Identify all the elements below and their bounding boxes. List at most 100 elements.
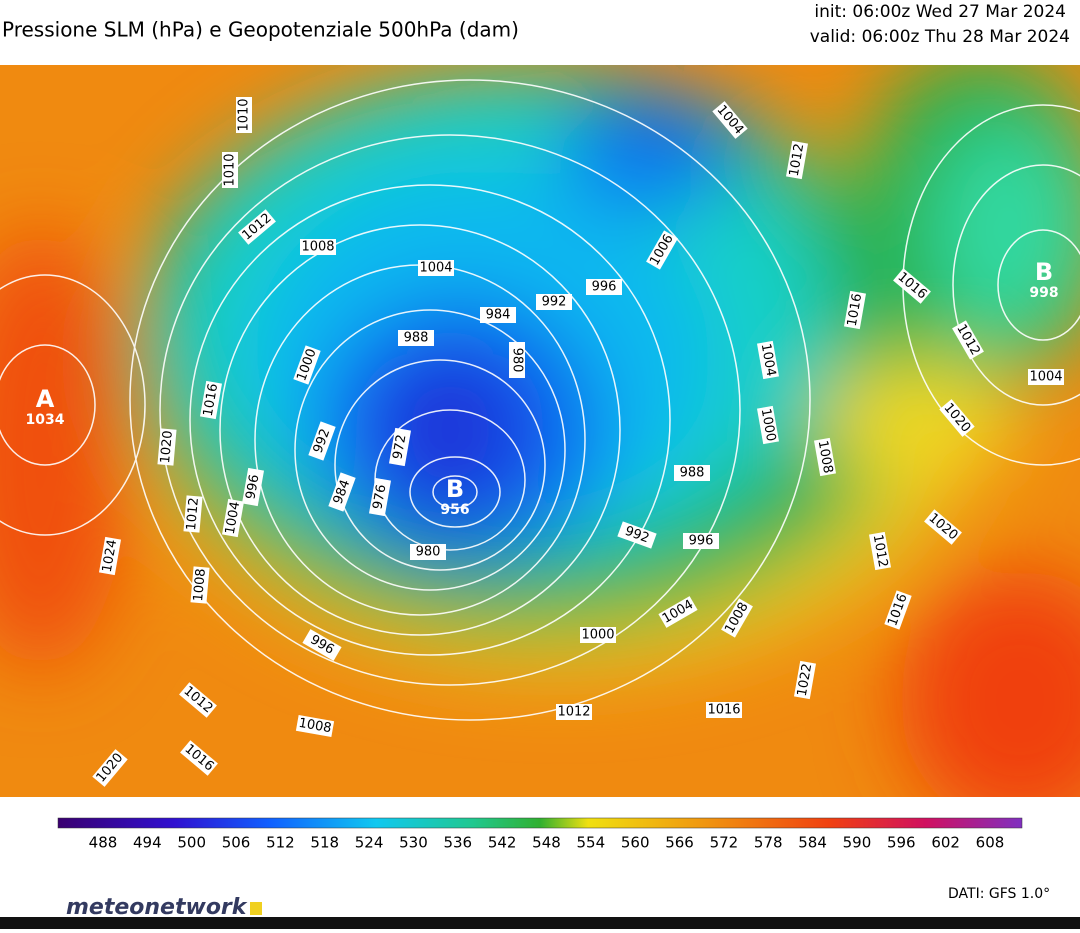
isobar-label: 1004 (419, 261, 452, 276)
colorbar-label: 536 (443, 834, 472, 852)
isobar-label-bg (190, 566, 210, 604)
valid-time: valid: 06:00z Thu 28 Mar 2024 (810, 27, 1070, 47)
isobar-label: 988 (404, 331, 429, 346)
colorbar-label: 548 (532, 834, 561, 852)
isobar-label-bg (179, 682, 217, 718)
isobar-label: 1004 (223, 500, 244, 535)
isobar-label-bg (924, 509, 962, 545)
isobar-label-bg (712, 101, 748, 139)
isobar-label: 1004 (1029, 370, 1062, 385)
isobar-label: 988 (680, 466, 705, 481)
pressure-center-value: 956 (440, 502, 469, 518)
isobar-label-bg (893, 268, 931, 304)
isobar-label-bg (199, 380, 223, 420)
credits: DATI: GFS 1.0° (948, 886, 1050, 902)
isobar-label-bg (308, 421, 336, 461)
colorbar (57, 817, 1023, 829)
isobar-label-bg (884, 590, 912, 630)
pressure-center-value: 1034 (26, 412, 65, 428)
colorbar-label: 584 (798, 834, 827, 852)
colorbar-label: 554 (577, 834, 606, 852)
isobar-label: 1008 (191, 568, 209, 602)
bottom-bar (0, 917, 1080, 929)
isobar-label-bg (509, 342, 525, 378)
isobar-label: 996 (689, 534, 714, 549)
isobar-label-bg (480, 307, 516, 323)
map (0, 65, 1080, 797)
isobar-label: 1016 (201, 382, 222, 417)
init-time: init: 06:00z Wed 27 Mar 2024 (814, 2, 1066, 22)
isobar-label-bg (756, 340, 780, 380)
isobar-label-bg (92, 749, 128, 787)
isobar-label-bg (241, 467, 265, 507)
isobar-label: 992 (542, 295, 567, 310)
isobar-label-bg (721, 598, 753, 638)
isobar-label-bg (293, 345, 321, 385)
pressure-center-letter: B (446, 475, 464, 503)
isobar-label: 1010 (237, 98, 252, 131)
isobar-label: 1008 (301, 240, 334, 255)
isobar-label-bg (238, 209, 276, 245)
isobar-label: 984 (486, 308, 511, 323)
isobar-label-bg (388, 427, 412, 467)
isobar-label: 996 (243, 473, 262, 500)
isobar-label-bg (368, 477, 392, 517)
isobar-label-bg (295, 714, 335, 738)
isobar-label-bg (183, 495, 203, 533)
isobar-label: 972 (390, 433, 409, 460)
isobar-label-bg (1028, 369, 1064, 385)
pressure-center-letter: A (36, 385, 55, 413)
isobar-label-bg (617, 521, 657, 549)
isobar-label-bg (706, 702, 742, 718)
colorbar-label: 500 (177, 834, 206, 852)
isobar-label-bg (222, 152, 238, 188)
colorbar-label: 566 (665, 834, 694, 852)
isobar-label: 1020 (158, 430, 176, 464)
colorbar-label: 560 (621, 834, 650, 852)
isobar-label: 996 (592, 280, 617, 295)
isobar-label-bg (756, 405, 780, 445)
isobar-label: 1016 (845, 292, 866, 327)
isobar-label-bg (98, 536, 122, 576)
isobar-label: 1012 (870, 533, 891, 568)
colorbar-label: 602 (931, 834, 960, 852)
colorbar-label: 542 (488, 834, 517, 852)
isobar-label-bg (221, 498, 245, 538)
isobar-label-bg (843, 290, 867, 330)
isobar-label: 1012 (184, 497, 202, 531)
isobar-label: 1008 (297, 716, 332, 737)
isobar-label-bg (813, 437, 837, 477)
isobar-label-bg (586, 279, 622, 295)
isobar-label-bg (536, 294, 572, 310)
isobar-label: 1008 (815, 439, 836, 474)
isobar-label-bg (157, 428, 177, 466)
isobar-label: 1000 (758, 407, 779, 442)
isobar-label-bg (302, 629, 342, 661)
isobar-label-bg (300, 239, 336, 255)
isobar-label-bg (952, 320, 984, 360)
pressure-center-letter: B (1035, 258, 1053, 286)
isobar-label-bg (410, 544, 446, 560)
colorbar-label: 518 (310, 834, 339, 852)
colorbar-label: 572 (710, 834, 739, 852)
logo: meteonetwork (66, 895, 248, 920)
isobar-label: 1012 (557, 705, 590, 720)
colorbar-label: 488 (89, 834, 118, 852)
isobar-label-bg (658, 596, 698, 628)
isobar-label-bg (683, 533, 719, 549)
isobar-label-bg (939, 399, 975, 437)
colorbar-label: 512 (266, 834, 295, 852)
isobar-label-bg (646, 230, 678, 270)
isobar-label-bg (328, 472, 356, 512)
colorbar-label: 524 (355, 834, 384, 852)
colorbar-label: 578 (754, 834, 783, 852)
isobar-label: 1012 (787, 142, 808, 177)
colorbar-label: 596 (887, 834, 916, 852)
isobar-label-bg (236, 97, 252, 133)
isobar-label: 980 (510, 348, 525, 373)
isobar-label-bg (398, 330, 434, 346)
title: Pressione SLM (hPa) e Geopotenziale 500h… (2, 18, 519, 42)
isobar-label-bg (674, 465, 710, 481)
isobar-label-bg (793, 660, 817, 700)
